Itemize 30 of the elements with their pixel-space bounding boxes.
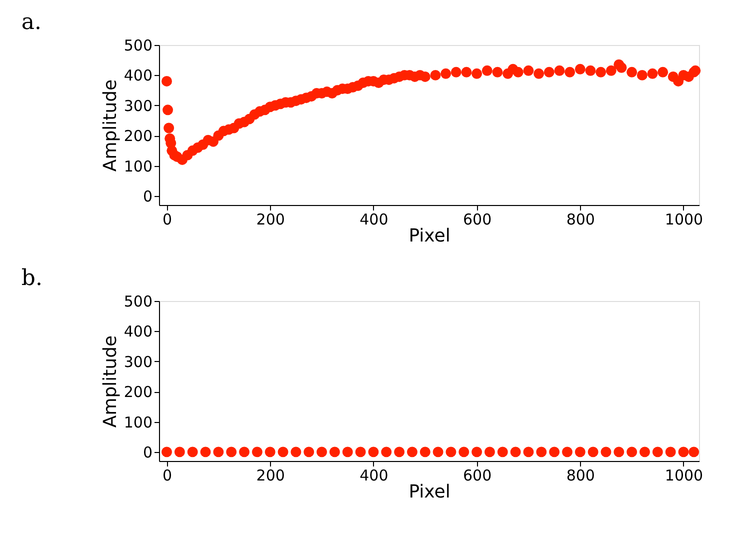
y-tick-label: 400 [124, 66, 152, 85]
y-tick-label: 100 [124, 413, 152, 432]
x-tick-label: 400 [360, 210, 388, 228]
y-tick-label: 0 [142, 443, 152, 462]
x-tick-label: 800 [566, 466, 595, 484]
x-tick-label: 1000 [664, 210, 704, 228]
y-tick-label: 300 [124, 352, 152, 371]
y-tick-label: 300 [124, 96, 152, 115]
x-tick-label: 0 [162, 466, 172, 484]
y-tick-label: 500 [124, 36, 152, 54]
x-axis-title: Pixel [408, 226, 450, 246]
x-tick-label: 200 [256, 466, 285, 484]
y-axis-title: Amplitude [100, 79, 121, 172]
x-tick-label: 400 [360, 466, 388, 484]
x-tick-label: 600 [462, 466, 492, 484]
y-tick-label: 100 [124, 157, 152, 176]
y-tick-label: 200 [124, 383, 152, 402]
y-tick-label: 0 [142, 187, 152, 206]
x-tick-label: 800 [566, 210, 595, 228]
x-axis-title: Pixel [408, 482, 450, 502]
x-tick-label: 200 [256, 210, 285, 228]
chart-title: b. [21, 266, 42, 291]
y-tick-label: 400 [124, 322, 152, 341]
x-tick-label: 1000 [664, 466, 704, 484]
x-tick-label: 600 [462, 210, 492, 228]
y-axis-title: Amplitude [100, 335, 121, 428]
chart-title: a. [21, 10, 42, 35]
x-tick-label: 0 [162, 210, 172, 228]
y-tick-label: 500 [124, 292, 152, 310]
y-tick-label: 200 [124, 127, 152, 146]
